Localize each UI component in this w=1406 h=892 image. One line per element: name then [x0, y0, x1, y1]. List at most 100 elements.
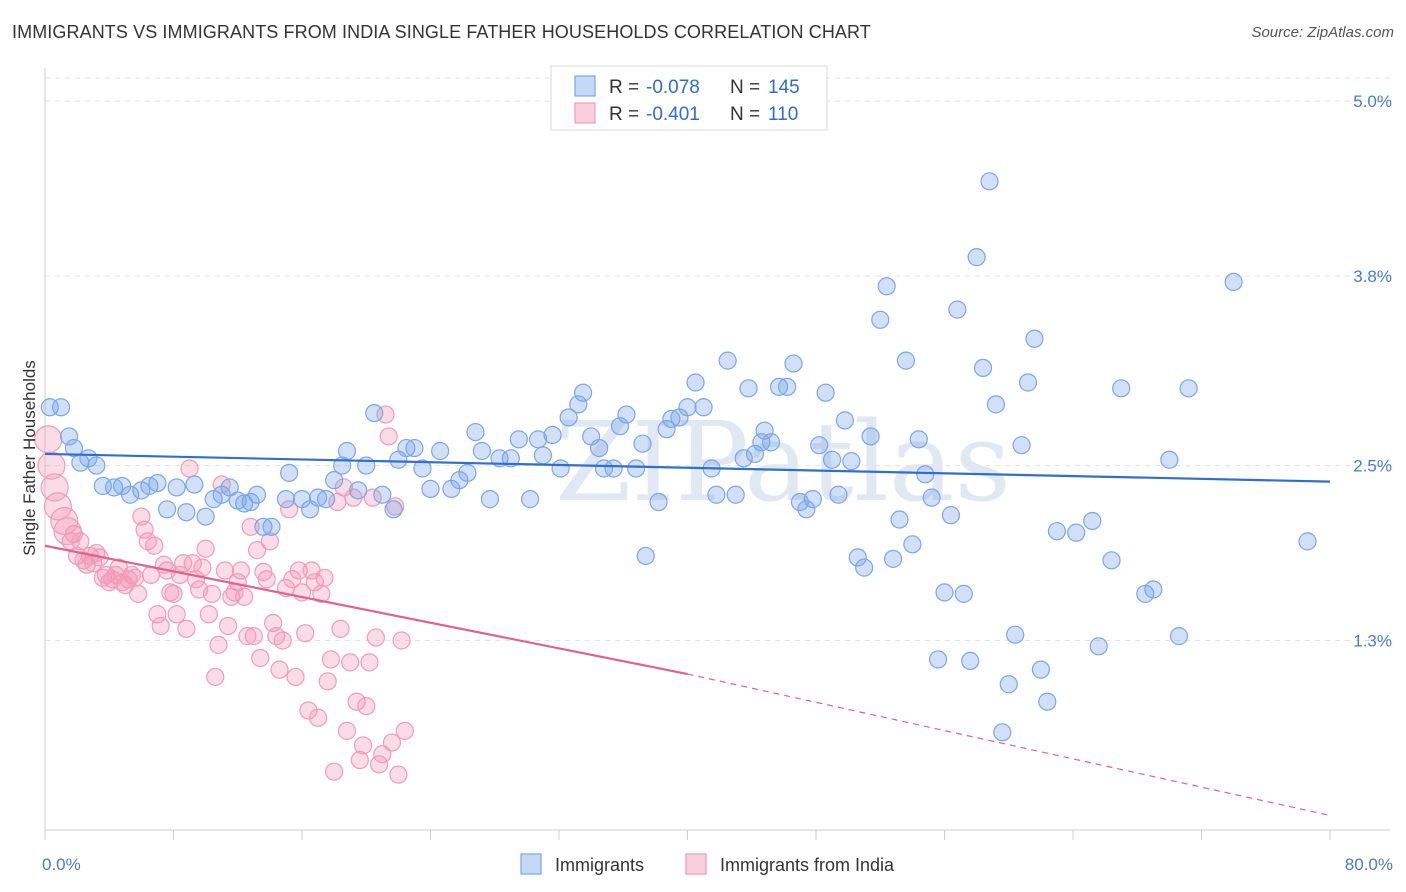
data-point	[122, 565, 141, 585]
data-point	[196, 539, 215, 558]
data-point	[739, 379, 758, 398]
data-point	[810, 436, 829, 455]
data-point	[903, 535, 922, 554]
data-point	[626, 459, 646, 478]
data-point	[51, 398, 71, 417]
data-point	[289, 561, 308, 580]
data-point	[993, 723, 1012, 742]
data-point	[273, 631, 292, 650]
trend-line-dashed-1	[687, 673, 1331, 817]
data-point	[177, 503, 196, 522]
data-point	[973, 358, 993, 378]
data-point	[353, 736, 373, 755]
data-point	[316, 490, 336, 509]
data-point	[116, 576, 135, 595]
data-point	[509, 430, 528, 449]
data-point	[1179, 379, 1198, 398]
data-point	[318, 672, 337, 691]
y-axis-title: Single Father Households	[20, 360, 39, 556]
data-point	[842, 452, 861, 471]
data-point	[262, 517, 281, 536]
data-point	[909, 430, 928, 449]
data-point	[520, 490, 540, 509]
data-point	[392, 631, 411, 650]
y-tick-label-1: 2.5%	[1353, 457, 1392, 476]
data-point	[167, 605, 186, 624]
data-point	[185, 475, 204, 494]
data-point	[373, 745, 392, 764]
data-point	[325, 471, 344, 490]
data-point	[1025, 329, 1044, 348]
data-point	[1083, 511, 1102, 531]
data-point	[1047, 522, 1067, 541]
data-point	[215, 561, 234, 580]
data-point	[365, 404, 384, 423]
data-point	[360, 653, 379, 672]
legend-r-label-2: R =	[609, 104, 639, 125]
data-point	[896, 351, 916, 370]
data-point	[745, 444, 765, 464]
data-point	[129, 584, 148, 603]
data-point	[202, 584, 222, 603]
data-point	[999, 675, 1018, 694]
data-point	[366, 628, 385, 647]
data-point	[848, 548, 867, 567]
trend-lines	[44, 452, 1331, 817]
data-point	[916, 465, 935, 484]
data-point	[238, 627, 257, 646]
chart-title: IMMIGRANTS VS IMMIGRANTS FROM INDIA SING…	[12, 22, 871, 42]
legend: R = -0.078 N = 145 R = -0.401 N = 110	[550, 65, 828, 131]
data-point	[231, 561, 251, 580]
legend-n-label-2: N =	[730, 104, 760, 125]
data-point	[829, 485, 848, 504]
data-point	[148, 605, 167, 624]
data-point	[533, 446, 553, 465]
data-point	[458, 463, 477, 482]
data-point	[1224, 272, 1243, 292]
data-point	[286, 667, 305, 687]
data-point	[235, 587, 254, 606]
data-point	[241, 517, 260, 536]
data-point	[1298, 532, 1317, 551]
data-point	[37, 451, 66, 480]
data-point	[967, 248, 986, 267]
source-label: Source: ZipAtlas.com	[1251, 24, 1394, 41]
data-point	[247, 541, 267, 560]
data-point	[209, 635, 228, 654]
data-point	[466, 422, 485, 442]
data-point	[196, 507, 215, 526]
data-point	[861, 427, 880, 446]
data-point	[594, 459, 614, 478]
tick-labels: 1.3% 2.5% 3.8% 5.0% 0.0% 80.0%	[42, 92, 1393, 874]
data-point	[718, 351, 737, 370]
data-point	[347, 692, 366, 711]
data-point	[241, 492, 260, 512]
data-point	[707, 485, 726, 504]
data-point	[308, 708, 328, 727]
series-0	[40, 172, 1317, 742]
legend-box	[550, 65, 828, 131]
data-point	[1144, 580, 1163, 599]
data-point	[276, 490, 296, 509]
data-point	[1006, 625, 1025, 644]
data-point	[1038, 692, 1057, 711]
data-point	[40, 473, 69, 502]
data-point	[755, 421, 774, 440]
data-point	[145, 536, 164, 555]
data-point	[386, 497, 405, 516]
data-point	[941, 506, 961, 525]
y-tick-label-2: 3.8%	[1353, 267, 1392, 286]
legend-swatch-immigrants	[574, 75, 596, 97]
data-point	[337, 441, 357, 461]
data-point	[421, 479, 440, 498]
data-point	[64, 524, 84, 544]
data-point	[1089, 637, 1108, 656]
y-tick-label-0: 1.3%	[1353, 632, 1392, 651]
data-point	[877, 277, 896, 296]
data-point	[604, 459, 623, 478]
data-point	[1112, 379, 1131, 398]
data-point	[1031, 660, 1050, 679]
data-point	[480, 490, 500, 509]
data-point	[321, 650, 341, 669]
